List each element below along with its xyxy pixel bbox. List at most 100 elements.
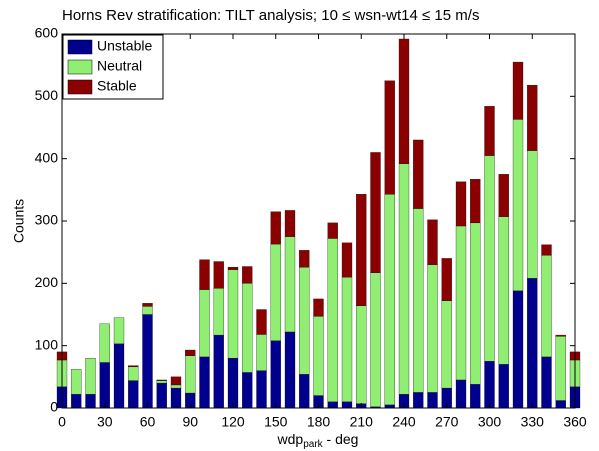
bar-segment [299, 266, 310, 375]
bar-segment [555, 336, 566, 401]
bar-segment [85, 394, 96, 409]
bar-segment [413, 139, 424, 209]
bar-segment [284, 331, 296, 409]
bar-segment [455, 225, 467, 381]
bar-segment [470, 179, 481, 224]
bar-segment [484, 155, 495, 362]
x-tick-label: 210 [350, 414, 374, 430]
bar-segment [512, 290, 524, 409]
bar-segment [541, 244, 552, 256]
bar-segment [213, 261, 224, 289]
y-tick-label: 400 [35, 149, 59, 165]
bar-segment [384, 80, 395, 195]
bar-segment [270, 211, 281, 245]
y-tick-label: 500 [35, 87, 59, 103]
bar-segment [427, 392, 438, 409]
x-label-subscript: park [303, 439, 323, 450]
x-tick-label: 0 [58, 414, 66, 430]
bar-segment [441, 258, 452, 301]
legend-swatch [67, 59, 93, 75]
bar-segment [199, 259, 210, 290]
bar-segment [156, 380, 167, 384]
bar-segment [185, 349, 196, 356]
bar-segment [185, 355, 196, 394]
bar-segment [299, 374, 310, 409]
y-axis-label: Counts [11, 199, 27, 243]
bar-segment [99, 362, 110, 409]
bar-segment [498, 216, 509, 365]
x-tick-label: 330 [521, 414, 545, 430]
x-tick-label: 120 [221, 414, 245, 430]
bar-segment [128, 366, 139, 381]
bar-segment [527, 150, 538, 279]
bar-segment [270, 243, 281, 341]
bar-segment [341, 276, 353, 402]
bar-segment [512, 119, 524, 291]
bar-segment [470, 384, 481, 409]
x-axis-label: wdppark - deg [277, 431, 359, 450]
bar-segment [341, 401, 353, 409]
bar-segment [484, 106, 495, 156]
x-tick-label: 60 [140, 414, 156, 430]
bar-segment [270, 340, 281, 409]
bar-segment [313, 316, 324, 396]
bar-segment [356, 194, 367, 306]
bar-segment [527, 278, 538, 409]
legend-swatch [67, 39, 93, 55]
x-label-main: wdp [277, 431, 304, 447]
bar-segment [242, 372, 253, 409]
bar-segment [242, 283, 253, 373]
legend-label: Stable [97, 78, 137, 94]
bar-segment [71, 394, 82, 409]
bar-segment [356, 305, 367, 404]
y-tick-label: 0 [50, 399, 58, 415]
bar-segment [427, 219, 438, 265]
bar-segment [427, 264, 438, 393]
bar-segment [256, 334, 267, 371]
legend-label: Unstable [97, 38, 152, 54]
bar-segment [470, 222, 481, 385]
bar-segment [170, 387, 182, 409]
y-tick-label: 600 [35, 25, 59, 41]
bar-segment [327, 238, 338, 402]
bar-segment [441, 300, 452, 389]
bar-segment [170, 376, 182, 386]
legend-swatch [67, 79, 93, 95]
bar-segment [413, 392, 424, 409]
bar-segment [142, 303, 153, 307]
bar-segment [527, 84, 538, 151]
bar-segment [498, 174, 509, 217]
bar-segment [398, 163, 410, 395]
bar-segment [455, 379, 467, 409]
bar-segment [313, 298, 324, 317]
x-tick-label: 270 [435, 414, 459, 430]
bar-segment [370, 152, 381, 273]
x-tick-label: 30 [97, 414, 113, 430]
bar-segment [128, 365, 139, 368]
bar-segment [170, 384, 182, 389]
bar-segment [199, 356, 210, 409]
bar-segment [242, 266, 253, 284]
bar-segment [85, 357, 96, 395]
bar-segment [142, 314, 153, 409]
bar-segment [156, 379, 167, 381]
bar-segment [213, 288, 224, 336]
bar-segment [227, 357, 239, 409]
x-tick-label: 150 [264, 414, 288, 430]
bar-segment [384, 194, 395, 406]
bar-segment [413, 208, 424, 393]
y-tick-label: 300 [35, 212, 59, 228]
bar-segment [327, 222, 338, 239]
x-label-suffix: - deg [323, 431, 359, 447]
bar-segment [113, 343, 125, 409]
y-tick-label: 200 [35, 274, 59, 290]
legend: Unstable Neutral Stable [62, 34, 164, 100]
bar-segment [99, 323, 110, 363]
bar-segment [284, 210, 296, 237]
bar-segment [128, 380, 139, 409]
y-tick-label: 100 [35, 336, 59, 352]
bar-segment [284, 236, 296, 333]
bar-segment [498, 364, 509, 409]
bar-segment [370, 272, 381, 407]
bar-segment [213, 334, 224, 409]
